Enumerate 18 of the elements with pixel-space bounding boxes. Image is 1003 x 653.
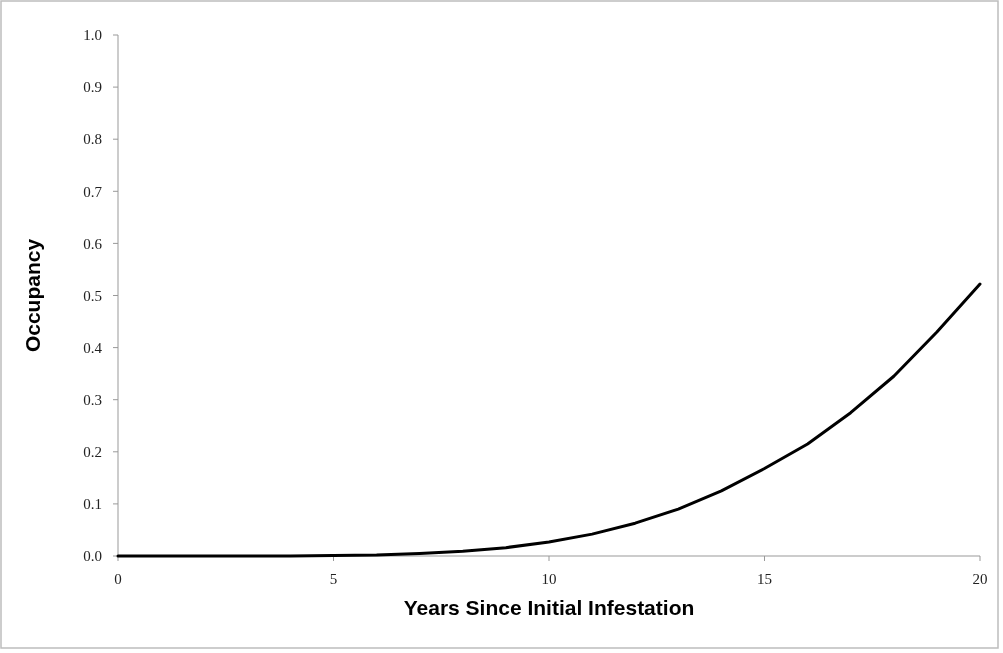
y-tick-label: 0.3 xyxy=(83,391,102,408)
y-axis-title: Occupancy xyxy=(21,238,44,353)
y-tick-label: 0.2 xyxy=(83,444,102,461)
y-tick-label: 0.5 xyxy=(83,287,102,304)
y-tick-label: 0.1 xyxy=(83,496,102,513)
y-tick-label: 0.7 xyxy=(83,183,103,200)
y-tick-label: 0.9 xyxy=(83,79,102,96)
x-tick-label: 0 xyxy=(114,571,122,587)
y-tick-label: 1.0 xyxy=(83,27,102,44)
x-tick-label: 5 xyxy=(329,571,338,587)
x-tick-label: 15 xyxy=(757,571,772,587)
x-tick-label: 20 xyxy=(972,571,988,587)
y-tick-label: 0.0 xyxy=(83,548,102,565)
y-tick-label: 0.6 xyxy=(83,235,103,252)
x-axis-title: Years Since Initial Infestation xyxy=(403,596,695,619)
y-tick-label: 0.8 xyxy=(83,131,102,148)
x-tick-label: 10 xyxy=(541,571,557,587)
y-tick-label: 0.4 xyxy=(83,339,103,356)
